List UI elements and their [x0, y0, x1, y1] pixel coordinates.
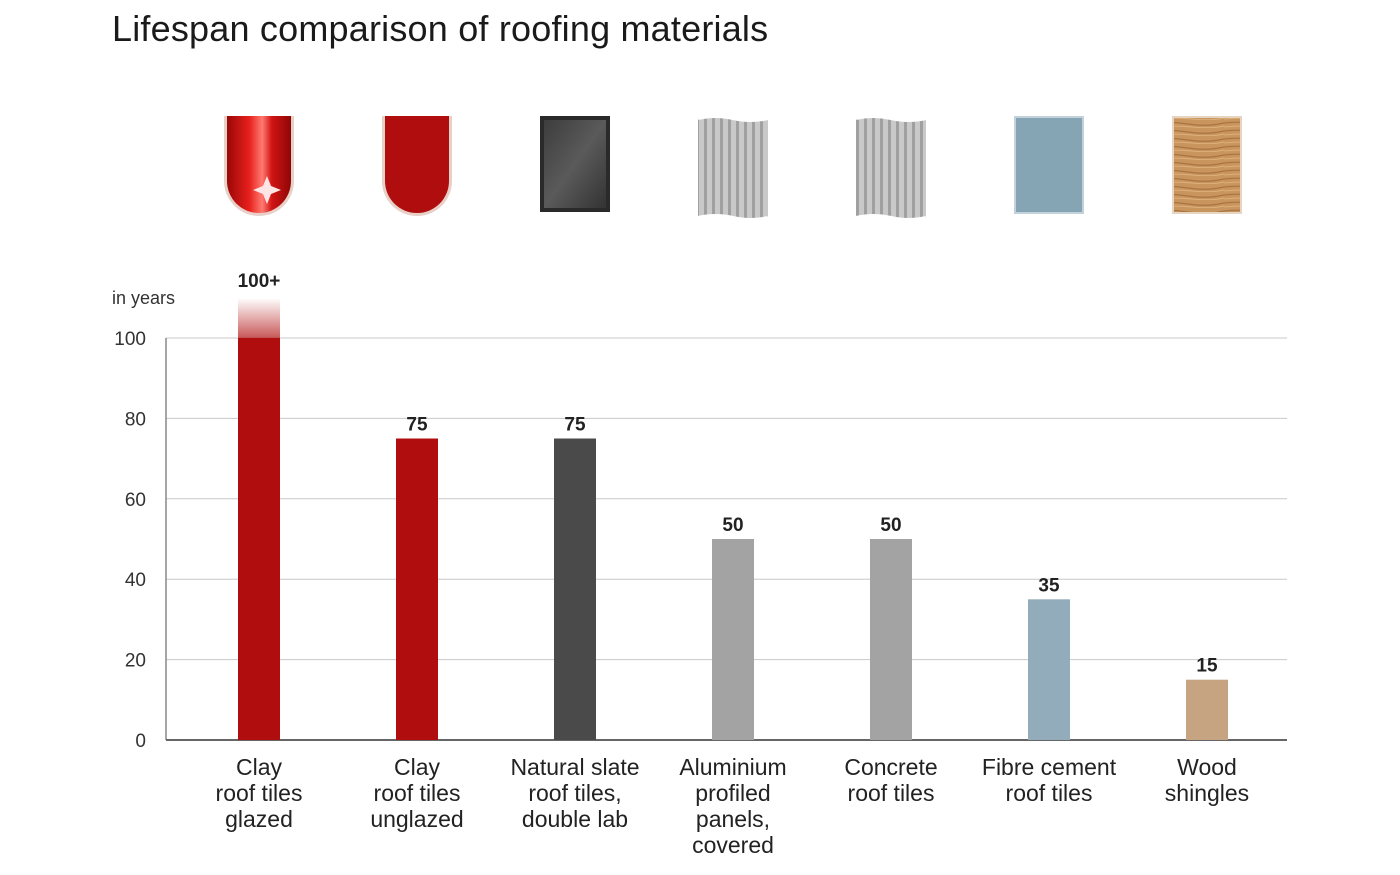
bar-value-label: 15	[1196, 656, 1218, 677]
bar-overflow-fade	[238, 298, 280, 356]
y-tick-label: 40	[125, 570, 146, 591]
bar	[1186, 679, 1228, 740]
x-category-label: Aluminium profiled panels, covered	[679, 754, 786, 858]
bar	[870, 539, 912, 740]
clay-tile-unglazed-icon	[382, 116, 452, 216]
aluminium-panel-icon	[697, 114, 769, 222]
x-category-label: Clay roof tiles glazed	[216, 754, 303, 832]
x-category-label: Wood shingles	[1165, 754, 1249, 806]
x-category-label: Fibre cement roof tiles	[982, 754, 1117, 806]
slate-tile-icon	[540, 116, 610, 212]
bar-value-label: 75	[406, 415, 428, 436]
bar-value-label: 50	[722, 515, 743, 536]
bar-value-label: 35	[1038, 575, 1060, 596]
bar-value-label: 100+	[238, 271, 281, 292]
bar	[554, 438, 596, 740]
bar	[1028, 599, 1070, 740]
bar	[396, 438, 438, 740]
wood-shingle-icon	[1172, 116, 1242, 214]
x-category-label: Clay roof tiles unglazed	[370, 754, 463, 832]
x-category-label: Concrete roof tiles	[844, 754, 937, 806]
x-category-label: Natural slate roof tiles, double lab	[510, 754, 639, 832]
bar-value-label: 50	[880, 515, 901, 536]
fibre-cement-tile-icon	[1014, 116, 1084, 214]
y-axis-label: in years	[112, 288, 175, 308]
y-tick-label: 60	[125, 490, 146, 511]
y-tick-label: 20	[125, 651, 146, 672]
bar-value-label: 75	[564, 415, 586, 436]
y-tick-label: 0	[135, 731, 146, 752]
concrete-tile-icon	[855, 114, 927, 222]
bar	[712, 539, 754, 740]
clay-tile-glazed-icon	[224, 116, 294, 216]
y-tick-label: 80	[125, 409, 146, 430]
chart-title: Lifespan comparison of roofing materials	[112, 8, 769, 49]
y-tick-label: 100	[114, 329, 146, 350]
bar	[238, 338, 280, 740]
